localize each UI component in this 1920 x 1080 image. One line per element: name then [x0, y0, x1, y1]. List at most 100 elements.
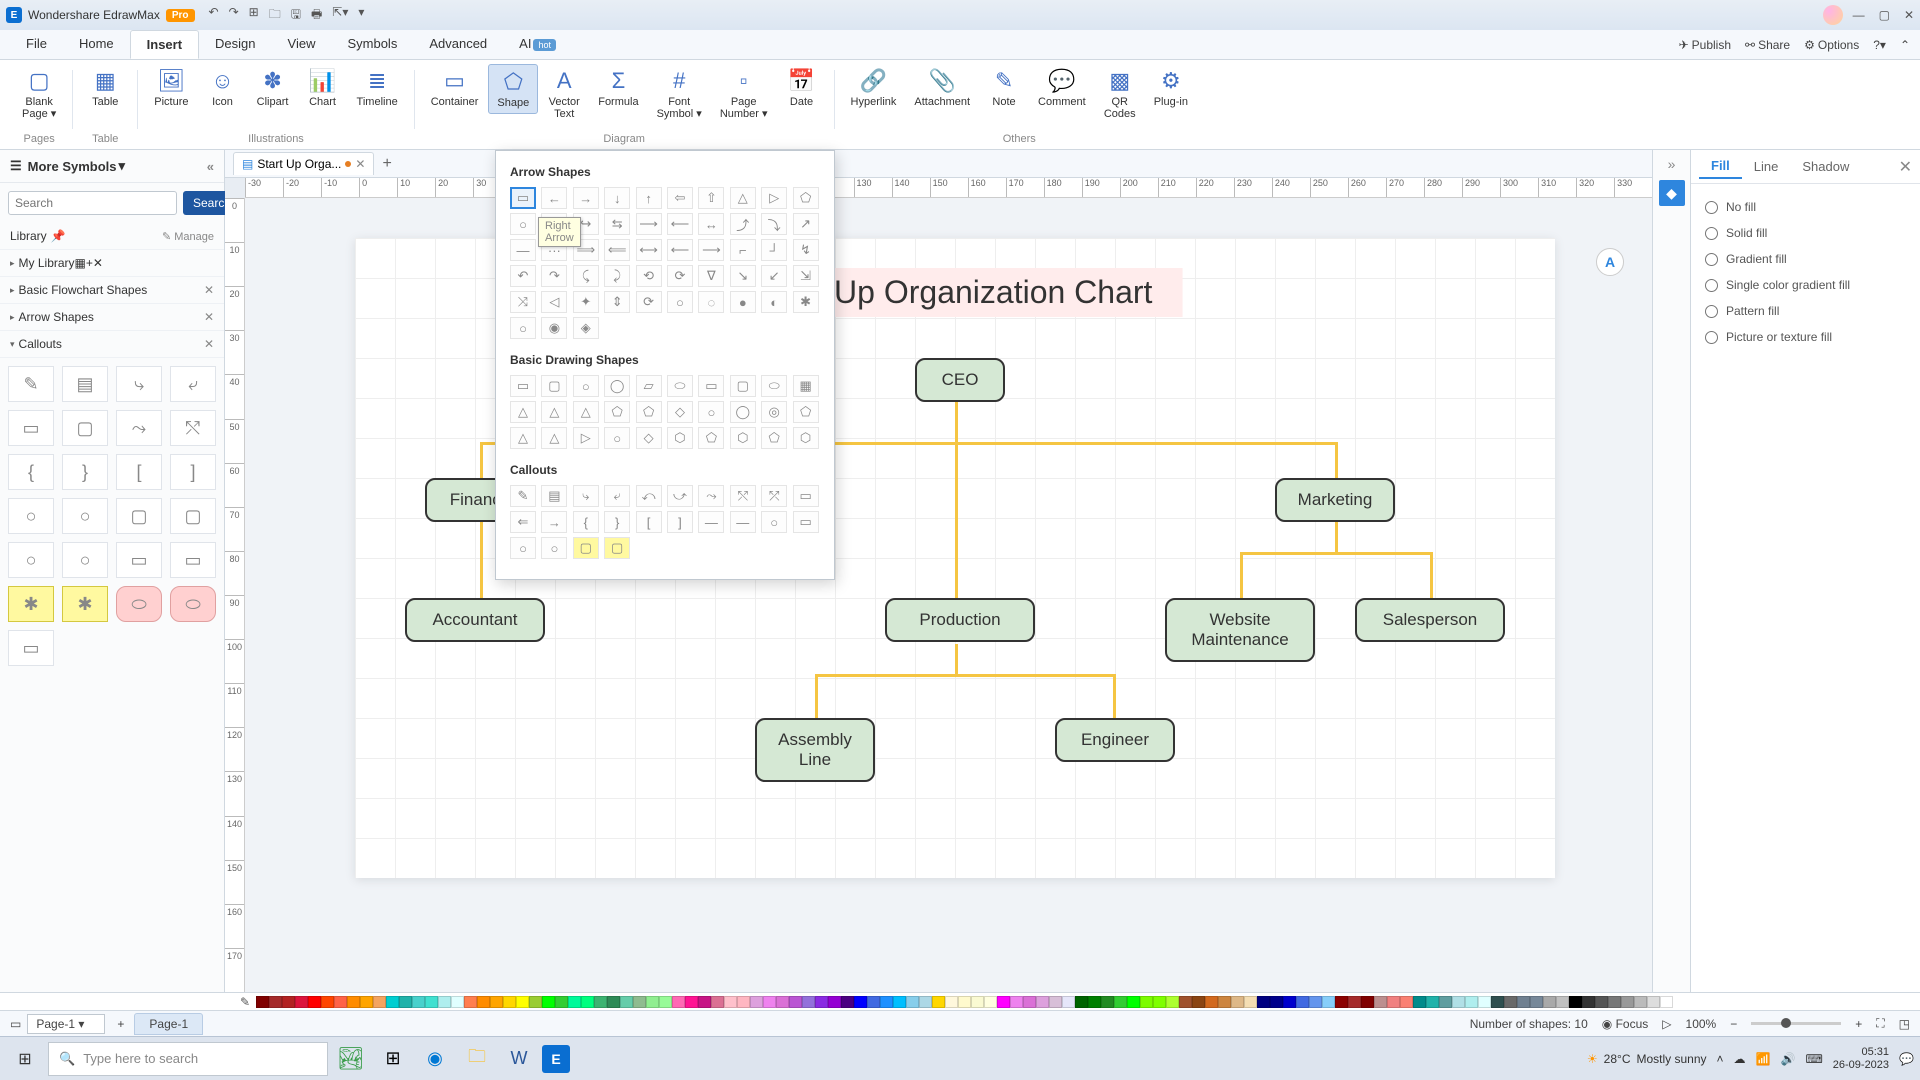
fit-page-icon[interactable]: ⛶ [1876, 1016, 1884, 1031]
org-node-assembly[interactable]: AssemblyLine [755, 718, 875, 782]
shape-option[interactable]: ⟳ [636, 291, 662, 313]
color-swatch[interactable] [1244, 996, 1257, 1008]
add-lib-icon[interactable]: ▦ [75, 256, 86, 270]
connector-line[interactable] [1335, 522, 1338, 552]
ribbon-icon-button[interactable]: ☺Icon [199, 64, 247, 112]
color-swatch[interactable] [1231, 996, 1244, 1008]
color-swatch[interactable] [1374, 996, 1387, 1008]
eyedropper-icon[interactable]: ✎ [240, 995, 250, 1009]
shape-option[interactable]: ⤨ [510, 291, 536, 313]
color-swatch[interactable] [1439, 996, 1452, 1008]
color-swatch[interactable] [854, 996, 867, 1008]
color-swatch[interactable] [919, 996, 932, 1008]
color-swatch[interactable] [1114, 996, 1127, 1008]
new-icon[interactable]: ⊞ [249, 5, 259, 26]
color-swatch[interactable] [308, 996, 321, 1008]
callout-shape[interactable]: ▭ [116, 542, 162, 578]
color-swatch[interactable] [542, 996, 555, 1008]
color-swatch[interactable] [880, 996, 893, 1008]
color-swatch[interactable] [1218, 996, 1231, 1008]
shape-option[interactable]: △ [541, 401, 567, 423]
collaborator-avatar[interactable]: A [1596, 248, 1624, 276]
shape-option[interactable]: ◯ [730, 401, 756, 423]
shape-option[interactable]: ● [730, 291, 756, 313]
connector-line[interactable] [955, 402, 958, 442]
callout-shape[interactable]: ] [170, 454, 216, 490]
fill-tool-icon[interactable]: ◆ [1659, 180, 1685, 206]
help-icon[interactable]: ?▾ [1873, 38, 1886, 52]
color-swatch[interactable] [1179, 996, 1192, 1008]
fill-option-gradient-fill[interactable]: Gradient fill [1705, 246, 1906, 272]
connector-line[interactable] [1335, 442, 1338, 478]
shape-option[interactable]: △ [541, 427, 567, 449]
shape-option[interactable]: ⤷ [573, 485, 599, 507]
shape-option[interactable]: ↘ [730, 265, 756, 287]
shape-option[interactable]: ⤶ [604, 485, 630, 507]
color-swatch[interactable] [789, 996, 802, 1008]
shape-option[interactable]: △ [573, 401, 599, 423]
color-swatch[interactable] [1166, 996, 1179, 1008]
shape-option[interactable]: ⤹ [573, 265, 599, 287]
shape-option[interactable]: ▢ [604, 537, 630, 559]
callout-shape[interactable]: ✎ [8, 366, 54, 402]
format-tab-shadow[interactable]: Shadow [1790, 155, 1861, 178]
shape-option[interactable]: — [730, 511, 756, 533]
color-swatch[interactable] [841, 996, 854, 1008]
color-swatch[interactable] [672, 996, 685, 1008]
shape-option[interactable]: ○ [761, 511, 787, 533]
color-swatch[interactable] [1556, 996, 1569, 1008]
shape-option[interactable]: ▷ [761, 187, 787, 209]
color-swatch[interactable] [867, 996, 880, 1008]
color-swatch[interactable] [1348, 996, 1361, 1008]
shape-option[interactable]: ⬡ [730, 427, 756, 449]
page-selector[interactable]: Page-1 ▾ [27, 1014, 105, 1034]
shape-option[interactable]: ⇕ [604, 291, 630, 313]
callout-shape[interactable]: ✱ [62, 586, 108, 622]
shape-option[interactable]: ◐ [761, 291, 787, 313]
color-swatch[interactable] [295, 996, 308, 1008]
menu-home[interactable]: Home [63, 30, 130, 59]
close-lib-icon[interactable]: ✕ [93, 256, 103, 270]
color-swatch[interactable] [1036, 996, 1049, 1008]
start-button[interactable]: ⊞ [6, 1042, 44, 1076]
zoom-in-button[interactable]: + [1855, 1017, 1862, 1031]
language-icon[interactable]: ⌨ [1805, 1052, 1822, 1066]
shape-option[interactable]: ◇ [636, 427, 662, 449]
callout-shape[interactable]: { [8, 454, 54, 490]
ribbon-chart-button[interactable]: 📊Chart [299, 64, 347, 112]
color-swatch[interactable] [1023, 996, 1036, 1008]
ribbon-shape-button[interactable]: ⬠Shape [488, 64, 538, 114]
color-swatch[interactable] [1595, 996, 1608, 1008]
page-tab[interactable]: Page-1 [134, 1013, 203, 1035]
connector-line[interactable] [955, 644, 958, 674]
callout-shape[interactable]: ⬭ [116, 586, 162, 622]
color-swatch[interactable] [945, 996, 958, 1008]
color-swatch[interactable] [594, 996, 607, 1008]
publish-button[interactable]: ✈ Publish [1679, 38, 1731, 52]
color-swatch[interactable] [828, 996, 841, 1008]
shape-option[interactable]: ▭Right Arrow [510, 187, 536, 209]
qat-more-icon[interactable]: ▾ [358, 5, 364, 26]
color-swatch[interactable] [373, 996, 386, 1008]
shape-option[interactable]: ⬠ [636, 401, 662, 423]
shape-option[interactable]: ○ [604, 427, 630, 449]
color-swatch[interactable] [1543, 996, 1556, 1008]
connector-line[interactable] [1113, 674, 1116, 718]
color-swatch[interactable] [412, 996, 425, 1008]
callout-shape[interactable]: ▭ [8, 630, 54, 666]
org-node-production[interactable]: Production [885, 598, 1035, 642]
lib-section-basic-flowchart-shapes[interactable]: ▸Basic Flowchart Shapes✕ [0, 277, 224, 304]
ribbon-attachment-button[interactable]: 📎Attachment [906, 64, 978, 112]
close-format-panel-icon[interactable]: ✕ [1899, 157, 1912, 177]
color-swatch[interactable] [1062, 996, 1075, 1008]
color-swatch[interactable] [1283, 996, 1296, 1008]
save-icon[interactable]: 🖫 [291, 5, 301, 26]
page-view-icon[interactable]: ▭ [10, 1017, 21, 1031]
shape-option[interactable]: } [604, 511, 630, 533]
shape-option[interactable]: ○ [667, 291, 693, 313]
callout-shape[interactable]: ⬭ [170, 586, 216, 622]
ribbon-plugin-button[interactable]: ⚙Plug-in [1146, 64, 1196, 112]
color-swatch[interactable] [1530, 996, 1543, 1008]
shape-option[interactable]: ⬡ [793, 427, 819, 449]
color-swatch[interactable] [581, 996, 594, 1008]
